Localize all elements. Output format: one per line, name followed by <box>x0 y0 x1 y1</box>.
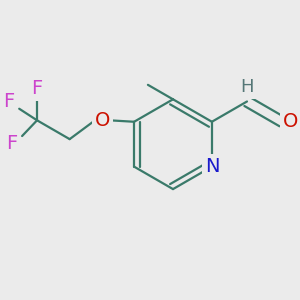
Text: F: F <box>32 79 43 98</box>
Text: F: F <box>3 92 15 111</box>
Text: O: O <box>94 111 110 130</box>
Text: N: N <box>205 157 219 176</box>
Text: O: O <box>283 112 298 131</box>
Text: H: H <box>240 78 254 96</box>
Text: F: F <box>6 134 18 153</box>
